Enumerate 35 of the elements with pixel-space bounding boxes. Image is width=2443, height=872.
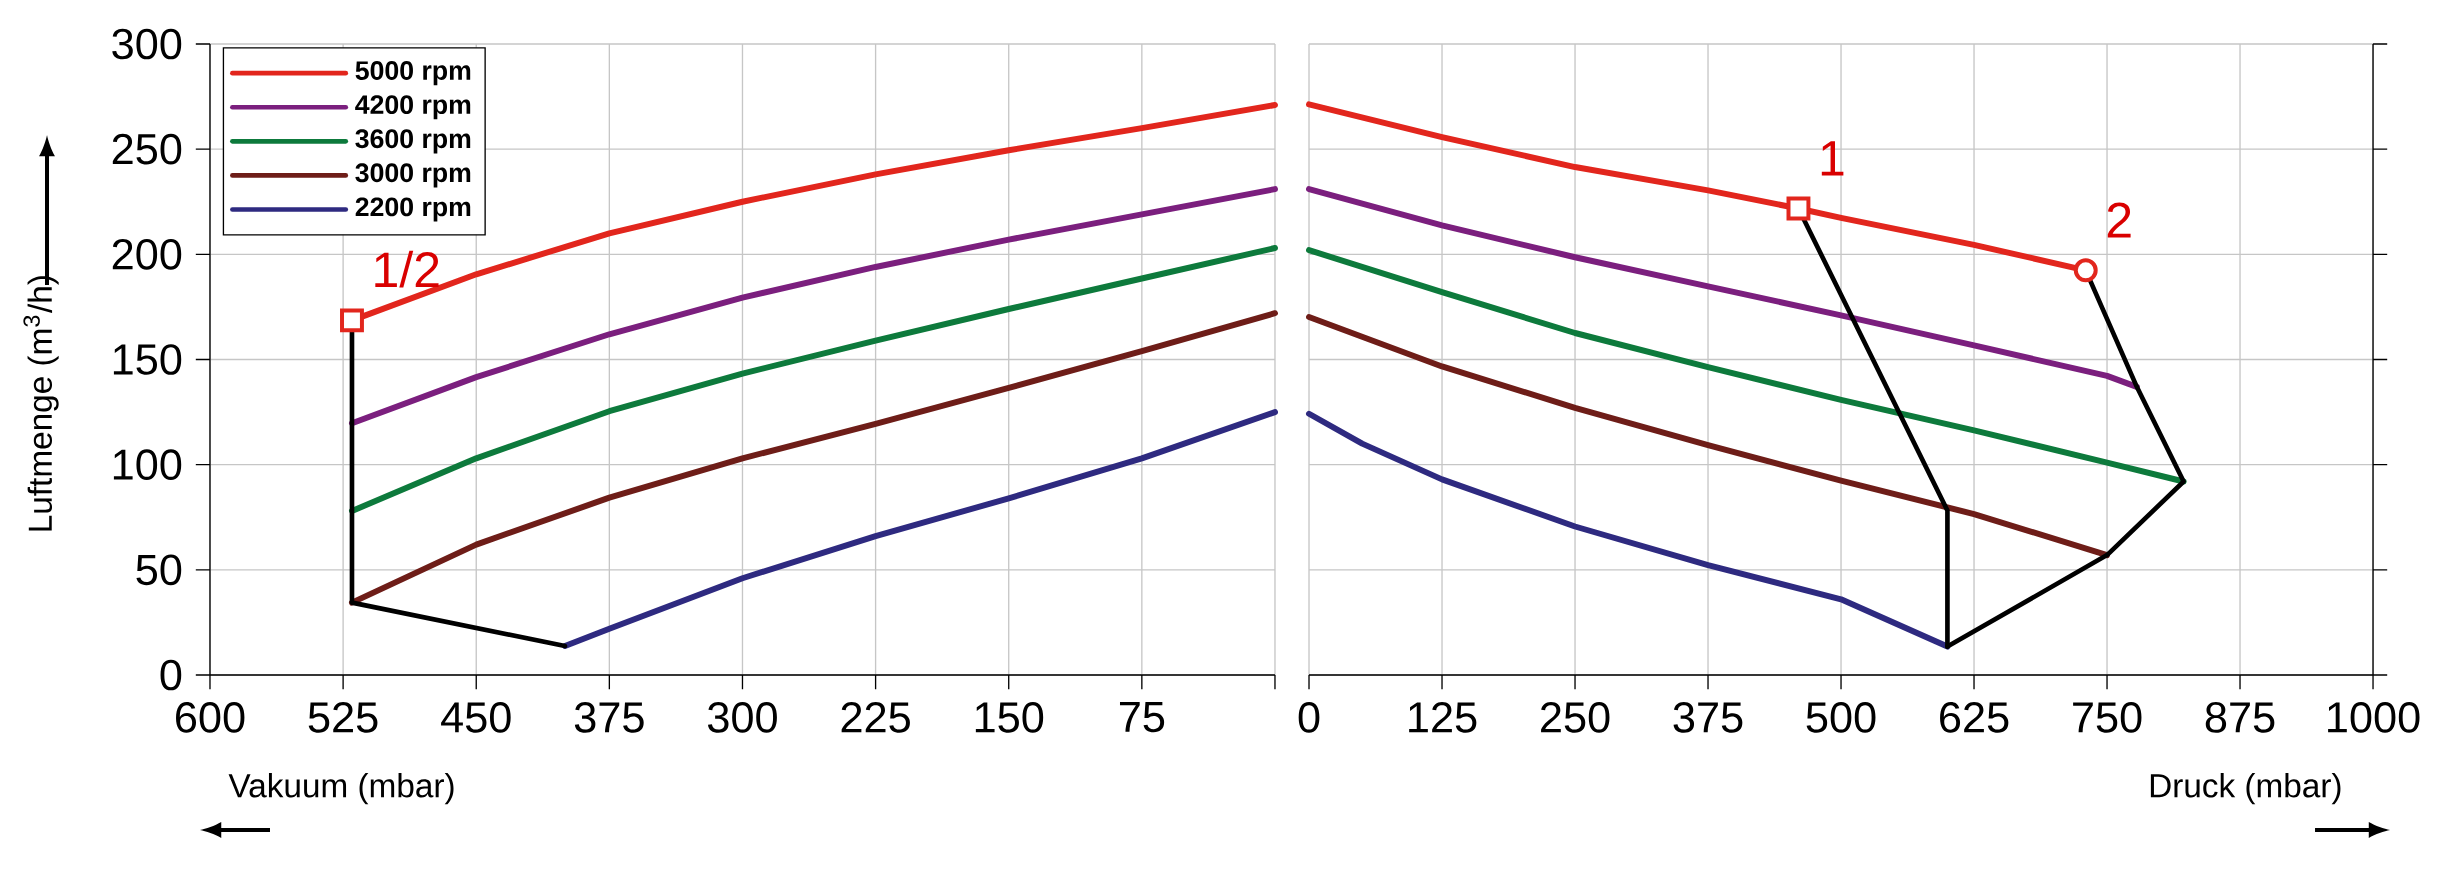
y-tick-label: 250 — [112, 133, 182, 165]
y-tick-label: 200 — [112, 238, 182, 270]
y-tick-label: 300 — [112, 28, 182, 60]
y-tick-label: 100 — [113, 449, 182, 480]
y-axis-title: Luftmenge (m$^{3}$/h) — [23, 276, 59, 531]
y-tick-label: 50 — [136, 554, 182, 586]
x-tick-label: 0 — [1298, 702, 1320, 733]
x-tick-label: 225 — [841, 702, 910, 733]
annotation: 1 — [1821, 141, 1844, 176]
x-tick-label: 1000 — [2328, 702, 2420, 733]
legend-label: 4200 rpm — [355, 95, 471, 120]
x-tick-label: 75 — [1119, 702, 1165, 733]
x-axis-title: Druck (mbar) — [2150, 773, 2341, 805]
x-tick-label: 375 — [1673, 702, 1743, 733]
annotation: 1/2 — [375, 250, 439, 288]
legend-label: 5000 rpm — [355, 61, 471, 86]
x-tick-label: 750 — [2073, 702, 2142, 733]
legend-label: 2200 rpm — [355, 197, 471, 222]
x-tick-label: 625 — [1940, 702, 2009, 733]
x-tick-label: 125 — [1409, 702, 1477, 733]
x-tick-label: 600 — [176, 702, 245, 733]
legend-label: 3000 rpm — [355, 163, 471, 188]
x-tick-label: 300 — [707, 702, 777, 733]
x-tick-label: 450 — [441, 702, 511, 733]
y-tick-label: 150 — [113, 344, 182, 375]
x-tick-label: 150 — [975, 702, 1044, 733]
x-tick-label: 500 — [1806, 702, 1876, 733]
x-tick-label: 375 — [574, 702, 644, 733]
y-tick-label: 0 — [160, 659, 182, 691]
x-tick-label: 250 — [1541, 702, 1610, 733]
legend-label: 3600 rpm — [355, 129, 471, 154]
x-axis-title: Vakuum (mbar) — [228, 773, 454, 805]
annotation: 2 — [2107, 202, 2131, 238]
x-tick-label: 525 — [308, 702, 378, 733]
x-tick-label: 875 — [2205, 702, 2275, 733]
